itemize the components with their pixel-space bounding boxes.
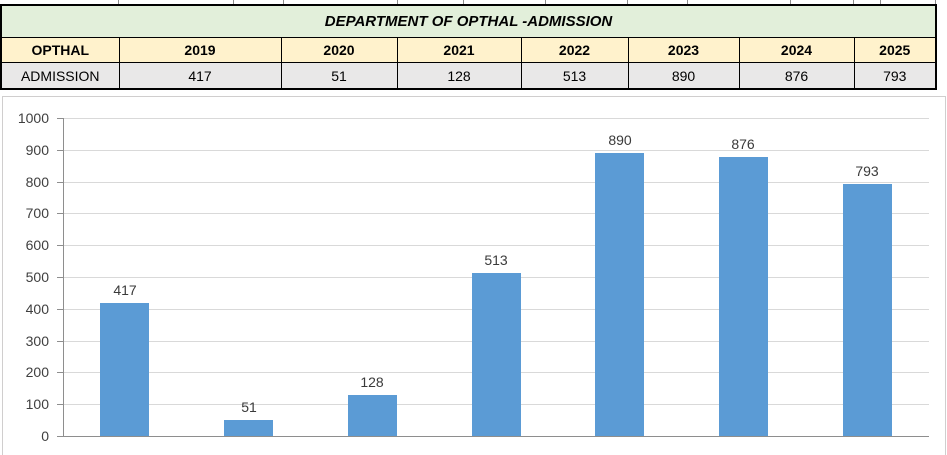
y-axis-tick xyxy=(57,213,63,214)
y-axis-line xyxy=(63,118,64,436)
chart-gridline xyxy=(63,118,929,119)
chart-gridline xyxy=(63,245,929,246)
y-axis-tick-label: 200 xyxy=(25,364,49,380)
value-cell-2019[interactable]: 417 xyxy=(118,62,282,90)
bar-data-label-2021: 128 xyxy=(360,374,384,390)
bar-data-label-2023: 890 xyxy=(608,132,632,148)
y-axis-tick xyxy=(57,341,63,342)
bar-2025[interactable] xyxy=(843,184,892,436)
gridline-tick xyxy=(627,0,628,4)
gridline-tick xyxy=(935,0,936,4)
y-axis-tick xyxy=(57,182,63,183)
value-cell-2020[interactable]: 51 xyxy=(280,62,398,90)
bar-data-label-2025: 793 xyxy=(855,163,879,179)
gridline-tick xyxy=(283,0,284,4)
row-label-cell-admission[interactable]: ADMISSION xyxy=(0,62,120,90)
admission-table: DEPARTMENT OF OPTHAL -ADMISSION OPTHAL 20… xyxy=(0,4,938,90)
table-title-row: DEPARTMENT OF OPTHAL -ADMISSION xyxy=(0,4,937,38)
y-axis-tick xyxy=(57,277,63,278)
gridline-tick xyxy=(853,0,854,4)
chart-gridline xyxy=(63,213,929,214)
table-corner-cell-opthal[interactable]: OPTHAL xyxy=(0,37,120,63)
y-axis-tick xyxy=(57,118,63,119)
bar-2020[interactable] xyxy=(224,420,273,436)
year-header-cell-2021[interactable]: 2021 xyxy=(396,37,522,63)
y-axis-tick xyxy=(57,309,63,310)
value-cell-2023[interactable]: 890 xyxy=(627,62,740,90)
y-axis-tick-label: 500 xyxy=(25,269,49,285)
y-axis-tick-label: 900 xyxy=(25,142,49,158)
y-axis-tick-label: 1000 xyxy=(17,110,49,126)
table-title-cell[interactable]: DEPARTMENT OF OPTHAL -ADMISSION xyxy=(0,4,937,38)
year-header-cell-2023[interactable]: 2023 xyxy=(627,37,740,63)
gridline-tick xyxy=(790,0,791,4)
bar-data-label-2024: 876 xyxy=(731,136,755,152)
x-axis-line xyxy=(63,436,929,437)
gridline-tick xyxy=(463,0,464,4)
value-cell-2024[interactable]: 876 xyxy=(738,62,855,90)
y-axis-tick xyxy=(57,404,63,405)
gridline-tick xyxy=(233,0,234,4)
y-axis-tick xyxy=(57,436,63,437)
y-axis-tick-label: 800 xyxy=(25,174,49,190)
y-axis-tick xyxy=(57,245,63,246)
bar-data-label-2020: 51 xyxy=(241,399,257,415)
y-axis-tick-label: 100 xyxy=(25,396,49,412)
table-admission-data-row: ADMISSION 417 51 128 513 890 876 793 xyxy=(0,62,937,90)
year-header-cell-2024[interactable]: 2024 xyxy=(738,37,855,63)
gridline-tick xyxy=(397,0,398,4)
bar-2024[interactable] xyxy=(719,157,768,436)
chart-gridline xyxy=(63,182,929,183)
y-axis-tick xyxy=(57,150,63,151)
gridline-tick xyxy=(118,0,119,4)
gridline-tick xyxy=(545,0,546,4)
chart-gridline xyxy=(63,150,929,151)
bar-data-label-2022: 513 xyxy=(484,252,508,268)
gridline-tick xyxy=(687,0,688,4)
gridline-tick xyxy=(880,0,881,4)
bar-2021[interactable] xyxy=(348,395,397,436)
y-axis-tick-label: 0 xyxy=(41,428,49,444)
bar-data-label-2019: 417 xyxy=(113,282,137,298)
y-axis-tick xyxy=(57,372,63,373)
y-axis-tick-label: 400 xyxy=(25,301,49,317)
year-header-cell-2025[interactable]: 2025 xyxy=(853,37,937,63)
bar-2023[interactable] xyxy=(595,153,644,436)
value-cell-2025[interactable]: 793 xyxy=(853,62,937,90)
value-cell-2022[interactable]: 513 xyxy=(520,62,629,90)
admission-bar-chart[interactable]: 0 100 200 300 400 500 600 700 800 900 1000 417 51 128… xyxy=(2,96,946,455)
y-axis-tick-label: 600 xyxy=(25,237,49,253)
y-axis-tick-label: 300 xyxy=(25,333,49,349)
year-header-cell-2019[interactable]: 2019 xyxy=(118,37,282,63)
bar-2022[interactable] xyxy=(472,273,521,436)
table-year-header-row: OPTHAL 2019 2020 2021 2022 2023 2024 2025 xyxy=(0,37,937,63)
year-header-cell-2022[interactable]: 2022 xyxy=(520,37,629,63)
bar-2019[interactable] xyxy=(100,303,149,436)
y-axis-tick-label: 700 xyxy=(25,205,49,221)
value-cell-2021[interactable]: 128 xyxy=(396,62,522,90)
year-header-cell-2020[interactable]: 2020 xyxy=(280,37,398,63)
